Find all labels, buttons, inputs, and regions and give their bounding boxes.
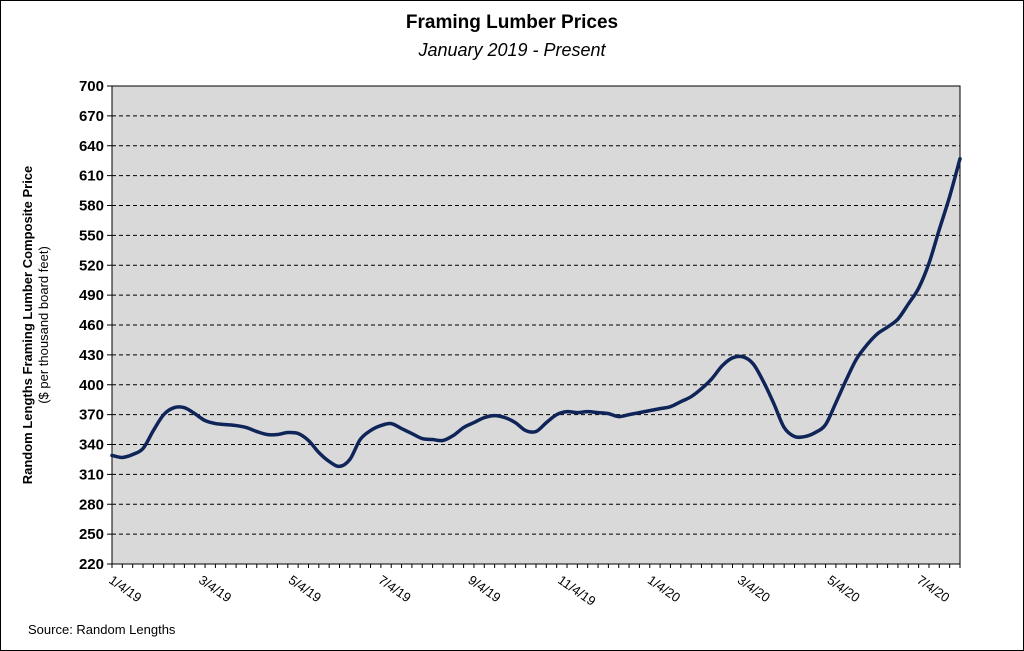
- chart-title: Framing Lumber Prices: [405, 12, 619, 33]
- gridlines: [112, 115, 960, 535]
- x-tick-label: 11/4/19: [555, 572, 598, 609]
- x-tick-label: 7/4/20: [914, 572, 952, 605]
- y-tick-label: 610: [79, 168, 104, 185]
- x-tick-label: 7/4/19: [376, 572, 414, 605]
- y-tick-label: 460: [79, 317, 104, 334]
- y-tick-label: 640: [79, 138, 104, 155]
- y-tick-label: 490: [79, 287, 104, 304]
- chart-subtitle: January 2019 - Present: [418, 40, 606, 60]
- y-tick-label: 580: [79, 198, 104, 215]
- y-tick-label: 430: [79, 347, 104, 364]
- y-tick-label: 370: [79, 407, 104, 424]
- source-note: Source: Random Lengths: [28, 622, 176, 637]
- y-tick-label: 550: [79, 227, 104, 244]
- x-axis-ticks: 1/4/19 3/4/19 5/4/19 7/4/19 9/4/19 11/4/19 1/4…: [106, 564, 961, 609]
- x-tick-label: 5/4/20: [825, 572, 863, 605]
- y-tick-label: 340: [79, 437, 104, 454]
- x-tick-label: 1/4/20: [645, 572, 683, 605]
- y-tick-label: 250: [79, 526, 104, 543]
- y-tick-label: 400: [79, 377, 104, 394]
- x-tick-label: 3/4/20: [735, 572, 773, 605]
- x-tick-label: 5/4/19: [286, 572, 324, 605]
- y-tick-label: 310: [79, 466, 104, 483]
- y-tick-label: 670: [79, 108, 104, 125]
- series-line-framing-lumber: [110, 156, 962, 469]
- y-tick-label: 220: [79, 556, 104, 573]
- y-tick-label: 280: [79, 496, 104, 513]
- x-tick-label: 9/4/19: [465, 572, 503, 605]
- x-tick-label: 1/4/19: [106, 572, 144, 605]
- y-tick-label: 520: [79, 257, 104, 274]
- y-axis-sublabel: ($ per thousand board feet): [36, 246, 51, 404]
- x-tick-label: 3/4/19: [196, 572, 234, 605]
- y-axis-ticks: 220 250 280 310 340 370 400 430 460 490 520 550 580 6…: [79, 78, 112, 573]
- y-axis-label: Random Lengths Framing Lumber Composite …: [20, 166, 35, 485]
- y-tick-label: 700: [79, 78, 104, 95]
